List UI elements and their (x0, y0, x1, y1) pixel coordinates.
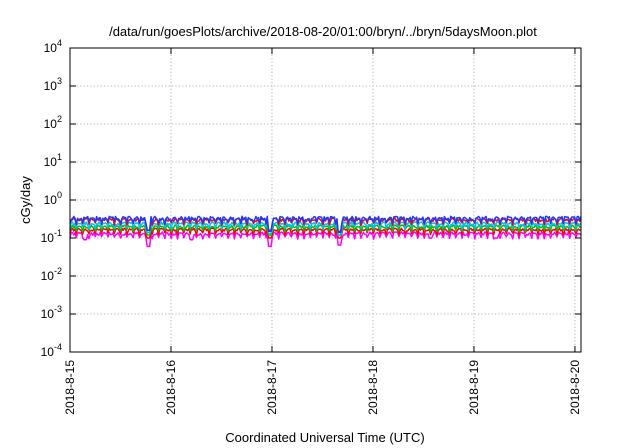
y-tick-label: 100 (44, 190, 62, 207)
series-line (69, 224, 582, 236)
series-line (69, 217, 582, 233)
y-tick-label: 102 (44, 114, 62, 131)
x-tick-label: 2018-8-19 (467, 360, 481, 415)
y-tick-label: 103 (44, 76, 62, 93)
chart-title: /data/run/goesPlots/archive/2018-08-20/0… (109, 24, 537, 39)
y-tick-label: 10-1 (41, 228, 62, 245)
y-tick-label: 104 (44, 38, 62, 55)
y-tick-label: 101 (44, 152, 62, 169)
series-line (69, 221, 582, 236)
series-line (69, 227, 582, 239)
y-tick-label: 10-4 (41, 342, 62, 359)
x-tick-label: 2018-8-20 (568, 360, 582, 415)
y-axis-label: cGy/day (18, 176, 33, 224)
y-tick-label: 10-3 (41, 304, 62, 321)
series-group (69, 215, 582, 248)
x-axis-label: Coordinated Universal Time (UTC) (225, 430, 424, 445)
series-line (69, 231, 582, 248)
x-tick-label: 2018-8-15 (63, 360, 77, 415)
series-line (69, 215, 582, 234)
x-tick-label: 2018-8-16 (164, 360, 178, 415)
x-tick-label: 2018-8-17 (265, 360, 279, 415)
ticks: 10-4 10-3 10-2 10-1 100 101 102 103 104 2018-8-15… (41, 38, 582, 415)
grid (70, 48, 581, 352)
y-tick-label: 10-2 (41, 266, 62, 283)
x-tick-label: 2018-8-18 (366, 360, 380, 415)
